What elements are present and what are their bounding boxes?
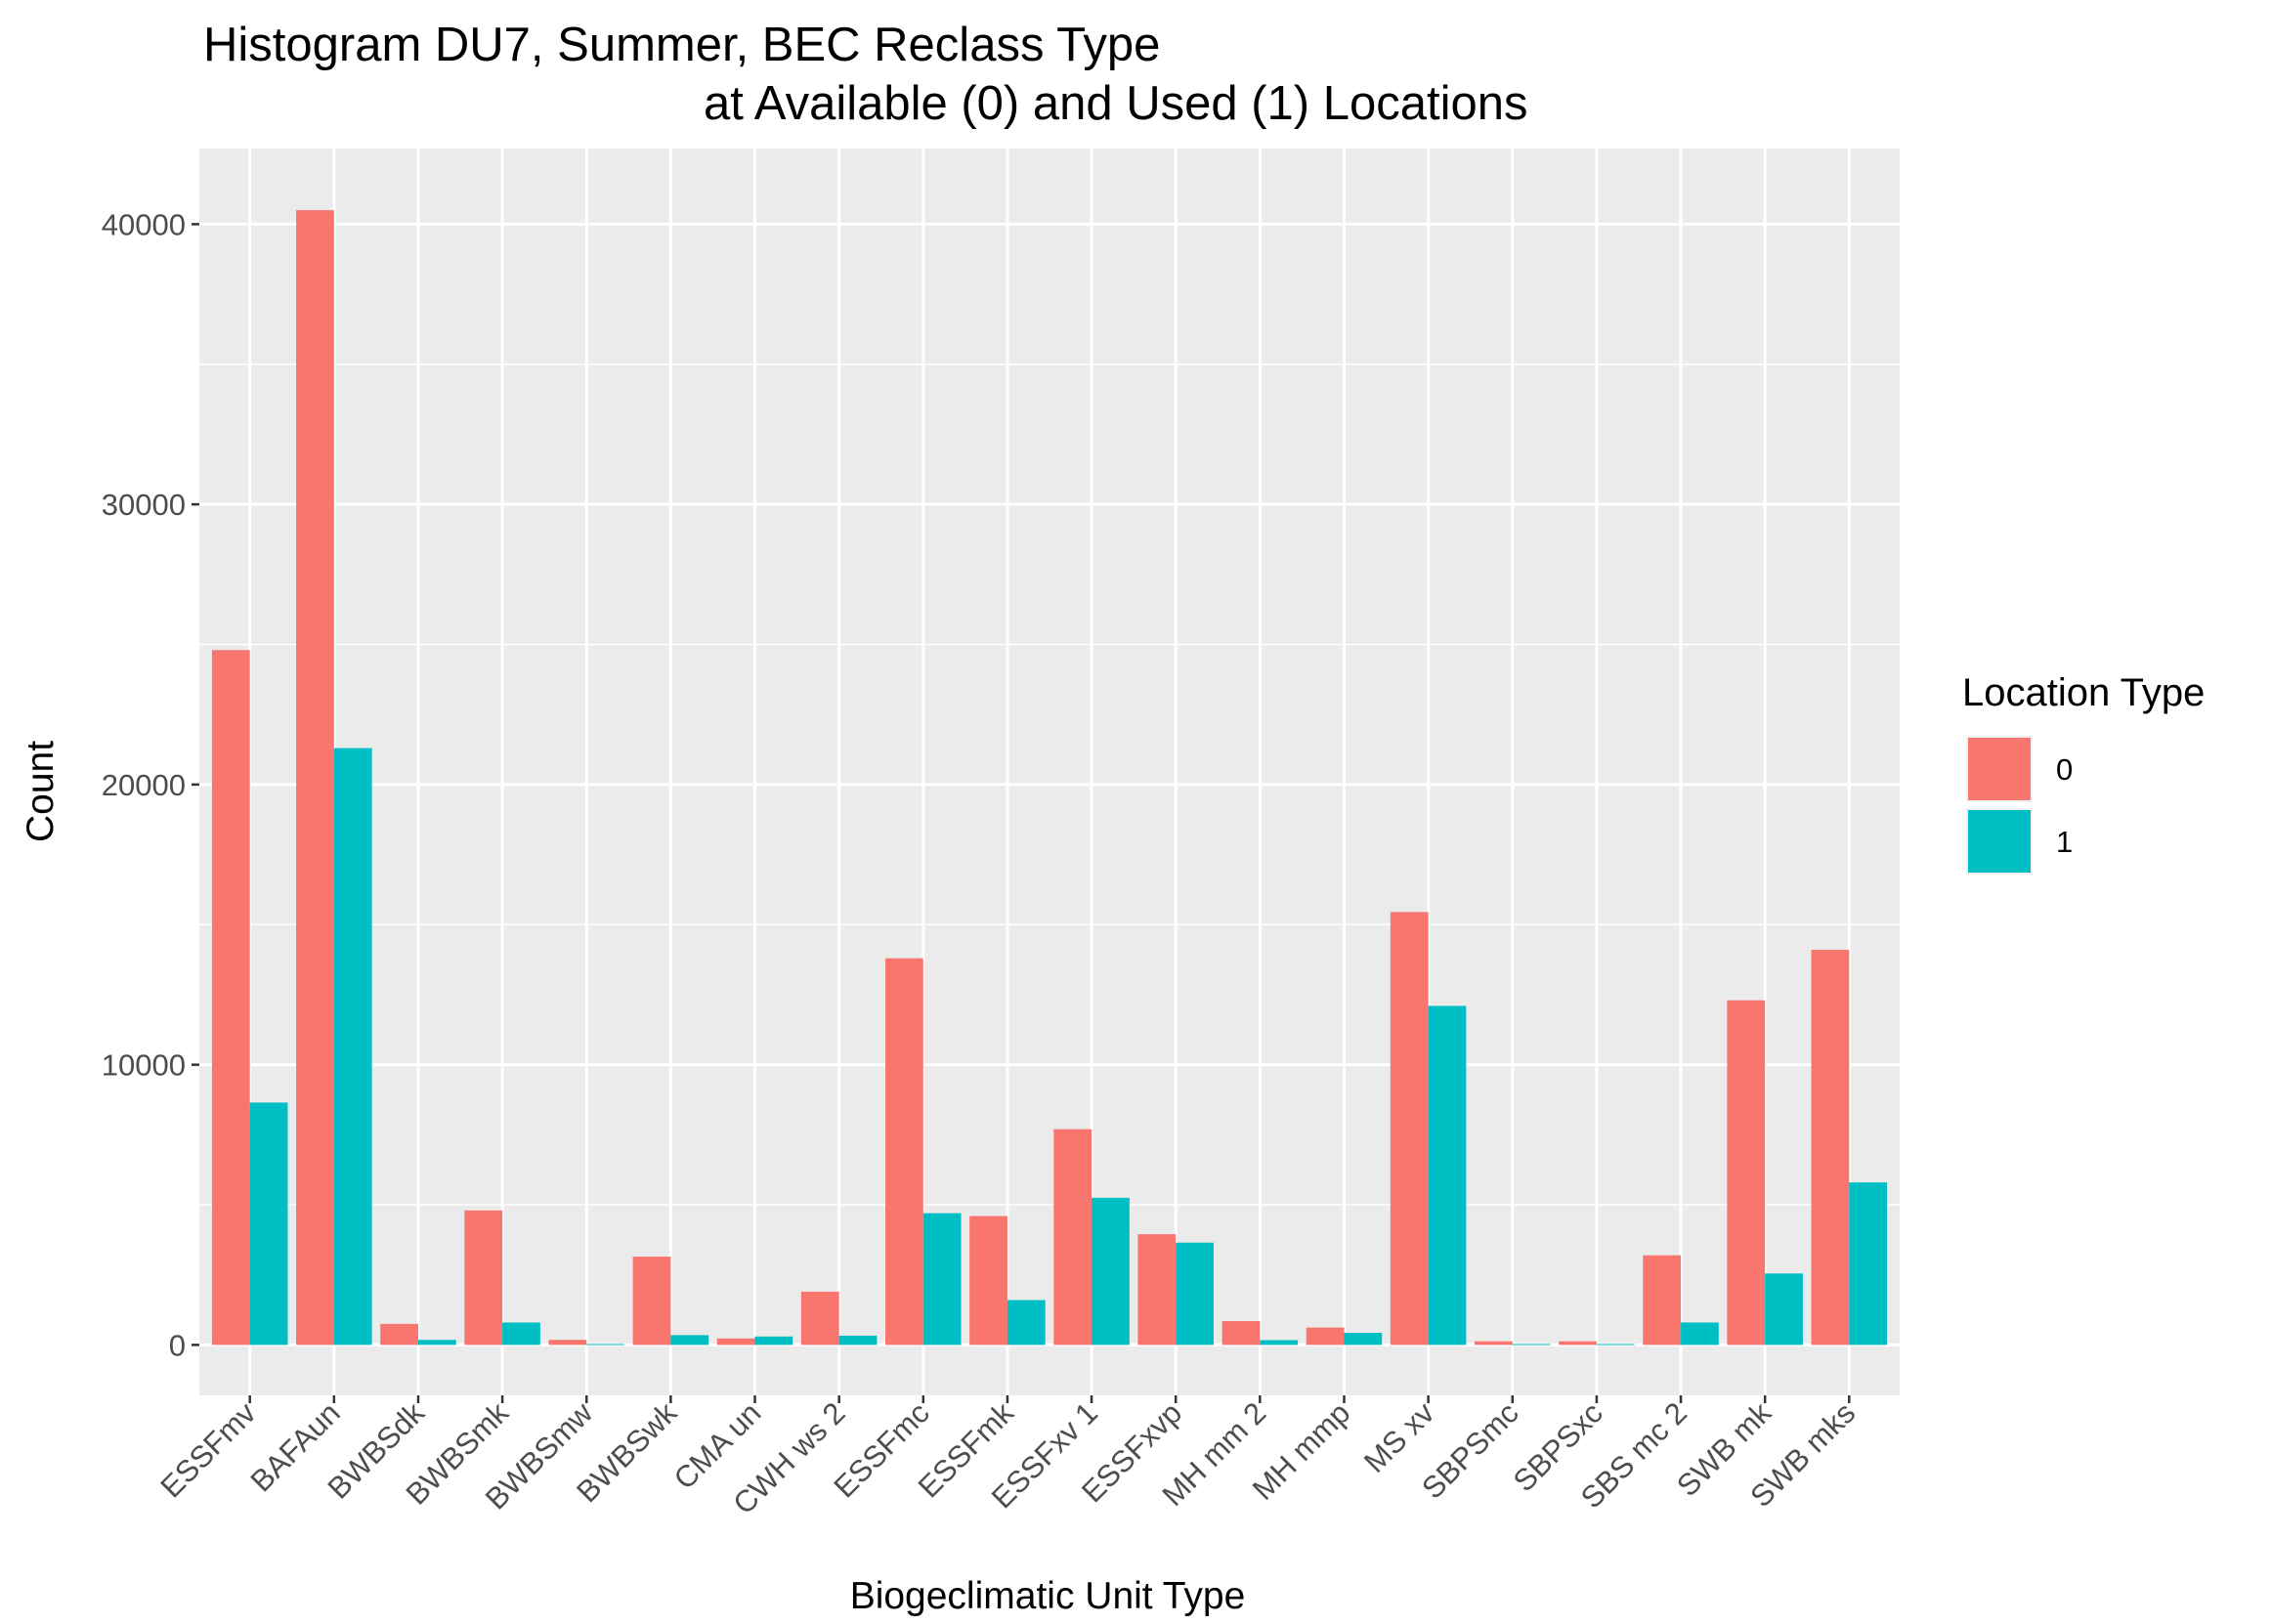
bar-0-ESSFmv — [211, 650, 250, 1346]
legend-swatch-0 — [1968, 738, 2031, 800]
bar-1-SWB-mk — [1765, 1273, 1803, 1346]
x-axis-ticks: ESSFmvBAFAunBWBSdkBWBSmkBWBSmwBWBSwkCMA … — [153, 1395, 1862, 1521]
bar-0-CWH-ws-2 — [800, 1291, 839, 1346]
bar-1-ESSFxvp — [1176, 1242, 1214, 1346]
bar-1-MH-mmp — [1344, 1333, 1383, 1346]
bar-0-ESSFxv-1 — [1053, 1129, 1093, 1346]
bar-0-MH-mmp — [1306, 1327, 1345, 1346]
legend-label-1: 1 — [2056, 825, 2073, 859]
bar-0-BWBSdk — [380, 1323, 418, 1346]
y-axis-title: Count — [20, 741, 62, 842]
bar-1-SBPSmc — [1512, 1344, 1551, 1346]
bar-0-BAFAun — [296, 210, 334, 1346]
bar-0-SWB-mk — [1727, 1000, 1766, 1346]
x-axis-title: Biogeclimatic Unit Type — [850, 1575, 1246, 1617]
bar-1-CMA-un — [754, 1336, 793, 1346]
y-axis-ticks: 0 10000 20000 30000 40000 — [102, 207, 199, 1362]
legend: Location Type 0 1 — [1962, 671, 2205, 875]
bar-1-BAFAun — [333, 748, 372, 1346]
bar-0-BWBSmw — [548, 1340, 587, 1346]
bar-1-CWH-ws-2 — [838, 1335, 878, 1346]
bar-0-MH-mm-2 — [1221, 1321, 1261, 1346]
chart-title: Histogram DU7, Summer, BEC Reclass Type — [203, 19, 1160, 71]
bar-0-ESSFmk — [969, 1216, 1007, 1346]
bar-0-SBPSmc — [1475, 1341, 1513, 1346]
grid-minor — [199, 363, 1900, 1206]
legend-swatch-1 — [1968, 810, 2031, 873]
x-tick-label: ESSFmv — [153, 1395, 263, 1505]
bar-0-BWBSmk — [464, 1210, 503, 1346]
bar-1-BWBSdk — [417, 1340, 456, 1346]
y-tick-label: 30000 — [102, 488, 186, 522]
bar-0-SBS-mc-2 — [1643, 1255, 1682, 1346]
legend-label-0: 0 — [2056, 752, 2073, 787]
bars — [211, 210, 1888, 1346]
bar-1-MS-xv — [1428, 1005, 1467, 1346]
bar-1-BWBSwk — [670, 1335, 709, 1346]
bar-1-SWB-mks — [1849, 1182, 1888, 1346]
bar-0-BWBSwk — [632, 1257, 671, 1346]
bar-0-CMA-un — [716, 1338, 755, 1346]
bar-1-SBS-mc-2 — [1681, 1322, 1719, 1346]
bar-0-ESSFmc — [885, 958, 923, 1346]
bar-1-MH-mm-2 — [1260, 1340, 1299, 1346]
bar-1-ESSFmc — [922, 1213, 962, 1346]
y-tick-label: 10000 — [102, 1048, 186, 1083]
bar-1-BWBSmw — [586, 1344, 624, 1346]
bar-0-SWB-mks — [1811, 950, 1850, 1346]
bar-1-BWBSmk — [502, 1322, 540, 1346]
y-tick-label: 0 — [169, 1328, 186, 1362]
bar-0-ESSFxvp — [1137, 1234, 1177, 1346]
bar-1-ESSFmv — [249, 1102, 288, 1346]
bar-0-MS-xv — [1390, 912, 1429, 1346]
y-tick-label: 20000 — [102, 768, 186, 802]
chart-subtitle: at Available (0) and Used (1) Locations — [704, 77, 1527, 130]
bar-1-ESSFxv-1 — [1092, 1197, 1130, 1346]
bar-0-SBPSxc — [1559, 1341, 1597, 1346]
y-tick-label: 40000 — [102, 207, 186, 241]
bar-1-SBPSxc — [1596, 1344, 1635, 1346]
plot-panel — [199, 149, 1900, 1395]
legend-title: Location Type — [1962, 671, 2205, 714]
bar-1-ESSFmk — [1007, 1300, 1046, 1346]
